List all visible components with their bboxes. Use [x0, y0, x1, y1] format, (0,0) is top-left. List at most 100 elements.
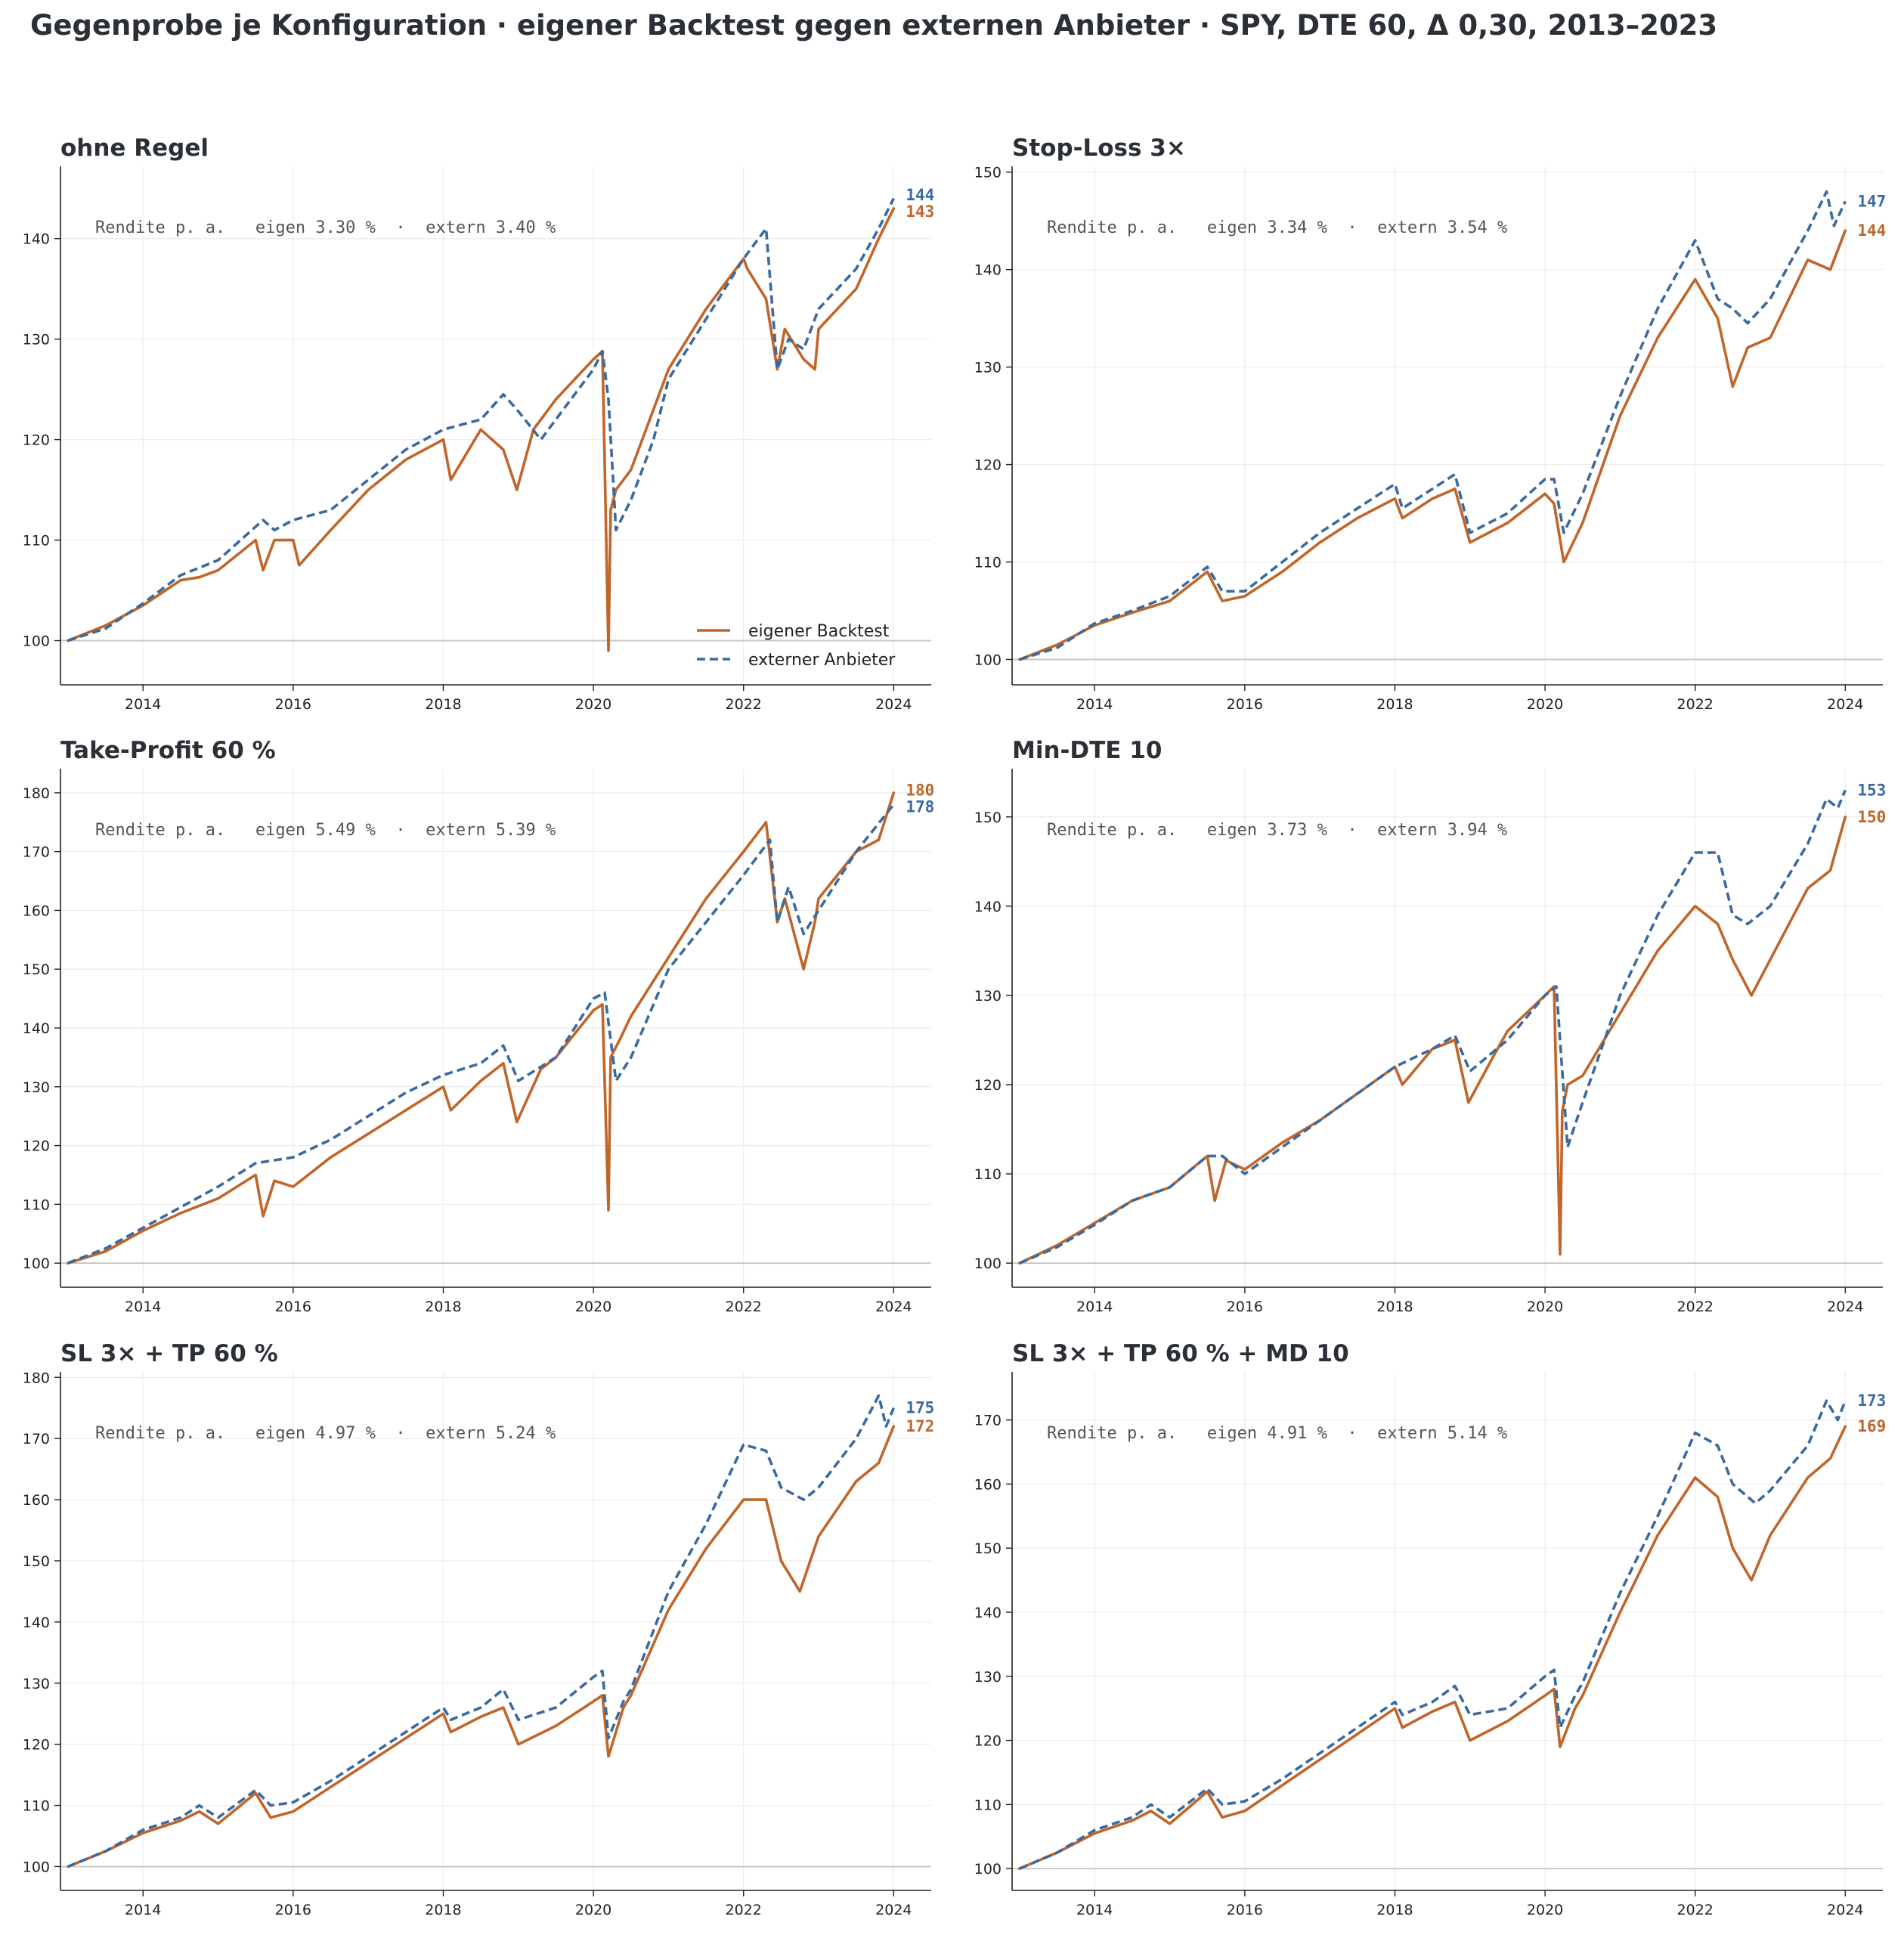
x-tick-label: 2018 — [1376, 1902, 1413, 1918]
y-tick-label: 100 — [974, 1255, 1002, 1272]
x-tick-label: 2022 — [1677, 1299, 1714, 1315]
x-tick-label: 2014 — [1076, 696, 1113, 713]
x-tick-label: 2016 — [1227, 1299, 1263, 1315]
y-tick-label: 180 — [23, 785, 50, 802]
end-label-own: 144 — [1857, 221, 1886, 240]
y-tick-label: 130 — [974, 1669, 1002, 1686]
x-tick-label: 2018 — [1376, 696, 1413, 713]
y-tick-label: 130 — [23, 1676, 50, 1692]
grid — [1012, 1372, 1883, 1890]
x-tick-label: 2020 — [575, 1902, 611, 1918]
legend: eigener Backtest externer Anbieter — [697, 622, 896, 670]
end-label-own: 150 — [1857, 808, 1886, 826]
x-tick-label: 2014 — [1076, 1902, 1113, 1918]
y-tick-label: 110 — [23, 1798, 50, 1815]
chart-panel-3: 2014 2016 2018 2020 2022 2024 100 110 120 130 140 1… — [23, 737, 935, 1315]
y-tick-label: 100 — [23, 1255, 50, 1272]
return-annotation: Rendite p. a. eigen 3.34 % · extern 3.54… — [1047, 218, 1507, 237]
x-tick-label: 2016 — [1227, 1902, 1263, 1918]
panel-title: Take-Profit 60 % — [60, 737, 276, 764]
end-label-ext: 173 — [1857, 1392, 1886, 1410]
return-annotation: Rendite p. a. eigen 3.73 % · extern 3.94… — [1047, 821, 1507, 840]
series-line-own — [67, 1425, 896, 1868]
series-line-own — [1018, 816, 1847, 1265]
x-tick-label: 2014 — [1076, 1299, 1113, 1315]
chart-panel-1: 2014 2016 2018 2020 2022 2024 100 110 120 130 140 o… — [23, 135, 935, 713]
series-line-own — [1018, 1425, 1847, 1871]
y-tick-label: 100 — [23, 1859, 50, 1875]
y-tick-label: 120 — [974, 1733, 1002, 1750]
y-tick-label: 140 — [23, 1615, 50, 1631]
series-line-ext — [1019, 190, 1847, 661]
x-tick-label: 2024 — [875, 1902, 912, 1918]
x-tick-label: 2022 — [1677, 1902, 1714, 1918]
series-line-ext — [67, 197, 895, 642]
y-tick-label: 130 — [974, 360, 1002, 376]
end-label-ext: 153 — [1857, 781, 1886, 799]
x-tick-label: 2016 — [275, 1902, 311, 1918]
y-tick-label: 130 — [23, 332, 50, 348]
y-tick-label: 120 — [23, 1737, 50, 1754]
chart-panel-2: 2014 2016 2018 2020 2022 2024 100 110 120 130 140 1… — [974, 135, 1887, 713]
return-annotation: Rendite p. a. eigen 4.91 % · extern 5.14… — [1047, 1424, 1507, 1443]
y-tick-label: 120 — [23, 432, 50, 449]
series-line-ext — [1019, 1399, 1847, 1870]
x-tick-label: 2022 — [1677, 696, 1714, 713]
end-label-own: 169 — [1857, 1417, 1886, 1435]
x-tick-label: 2020 — [1527, 1902, 1563, 1918]
return-annotation: Rendite p. a. eigen 3.30 % · extern 3.40… — [95, 218, 556, 237]
y-tick-label: 120 — [974, 457, 1002, 474]
x-tick-label: 2016 — [1227, 696, 1263, 713]
y-tick-label: 130 — [974, 988, 1002, 1005]
x-tick-label: 2024 — [1827, 1299, 1863, 1315]
legend-label-own: eigener Backtest — [748, 622, 890, 641]
panel-title: ohne Regel — [60, 135, 209, 162]
x-tick-label: 2024 — [875, 1299, 912, 1315]
x-tick-label: 2022 — [726, 1902, 762, 1918]
return-annotation: Rendite p. a. eigen 5.49 % · extern 5.39… — [95, 821, 556, 840]
x-tick-label: 2018 — [425, 696, 461, 713]
y-tick-label: 130 — [23, 1079, 50, 1096]
y-tick-label: 140 — [974, 262, 1002, 279]
x-tick-label: 2020 — [575, 696, 611, 713]
end-label-ext: 175 — [906, 1399, 934, 1417]
grid — [60, 1372, 931, 1890]
x-tick-label: 2024 — [1827, 696, 1863, 713]
x-tick-label: 2022 — [726, 696, 762, 713]
y-tick-label: 140 — [23, 231, 50, 248]
y-tick-label: 150 — [974, 810, 1002, 826]
x-tick-label: 2024 — [1827, 1902, 1863, 1918]
y-tick-label: 150 — [23, 961, 50, 978]
panel-title: SL 3× + TP 60 % — [60, 1340, 278, 1367]
x-tick-label: 2018 — [425, 1299, 461, 1315]
y-tick-label: 140 — [974, 1605, 1002, 1621]
x-tick-label: 2018 — [425, 1902, 461, 1918]
end-label-own: 172 — [906, 1417, 934, 1435]
y-tick-label: 110 — [23, 533, 50, 550]
y-tick-label: 170 — [23, 844, 50, 861]
chart-panel-4: 2014 2016 2018 2020 2022 2024 100 110 120 130 140 1… — [974, 737, 1887, 1315]
x-tick-label: 2022 — [726, 1299, 762, 1315]
panel-title: Min-DTE 10 — [1012, 737, 1162, 764]
end-label-ext: 147 — [1857, 192, 1886, 210]
y-tick-label: 160 — [23, 1492, 50, 1509]
grid — [60, 166, 931, 685]
y-tick-label: 120 — [23, 1138, 50, 1155]
y-tick-label: 160 — [974, 1476, 1002, 1493]
chart-panel-5: 2014 2016 2018 2020 2022 2024 100 110 120 130 140 1… — [23, 1340, 935, 1918]
x-tick-label: 2020 — [1527, 696, 1563, 713]
y-tick-label: 120 — [974, 1077, 1002, 1094]
x-tick-label: 2024 — [875, 696, 912, 713]
y-tick-label: 150 — [23, 1553, 50, 1570]
y-tick-label: 110 — [23, 1197, 50, 1213]
series-line-ext — [67, 1394, 895, 1868]
return-annotation: Rendite p. a. eigen 4.97 % · extern 5.24… — [95, 1424, 556, 1443]
series-line-own — [67, 207, 896, 652]
x-tick-label: 2018 — [1376, 1299, 1413, 1315]
end-label-own: 143 — [906, 203, 934, 221]
y-tick-label: 150 — [974, 165, 1002, 181]
end-label-ext: 178 — [906, 798, 934, 816]
y-tick-label: 140 — [974, 899, 1002, 915]
series-line-own — [1018, 229, 1847, 661]
x-tick-label: 2016 — [275, 696, 311, 713]
